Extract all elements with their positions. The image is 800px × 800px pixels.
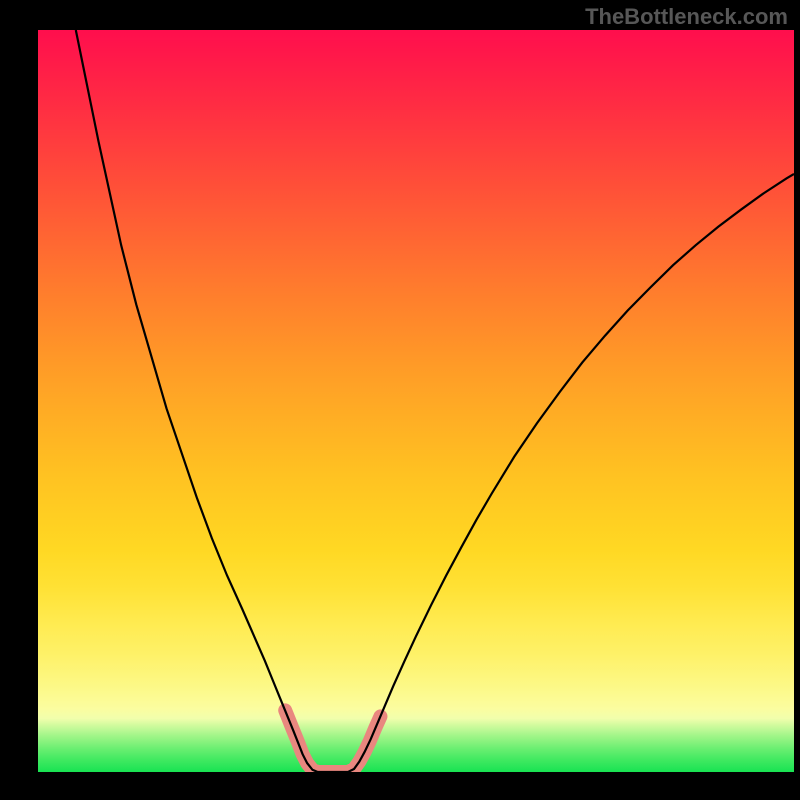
- chart-container: TheBottleneck.com: [0, 0, 800, 800]
- watermark-text: TheBottleneck.com: [585, 4, 788, 30]
- gradient-background: [38, 30, 794, 772]
- chart-svg: [38, 30, 794, 772]
- plot-area: [38, 30, 794, 772]
